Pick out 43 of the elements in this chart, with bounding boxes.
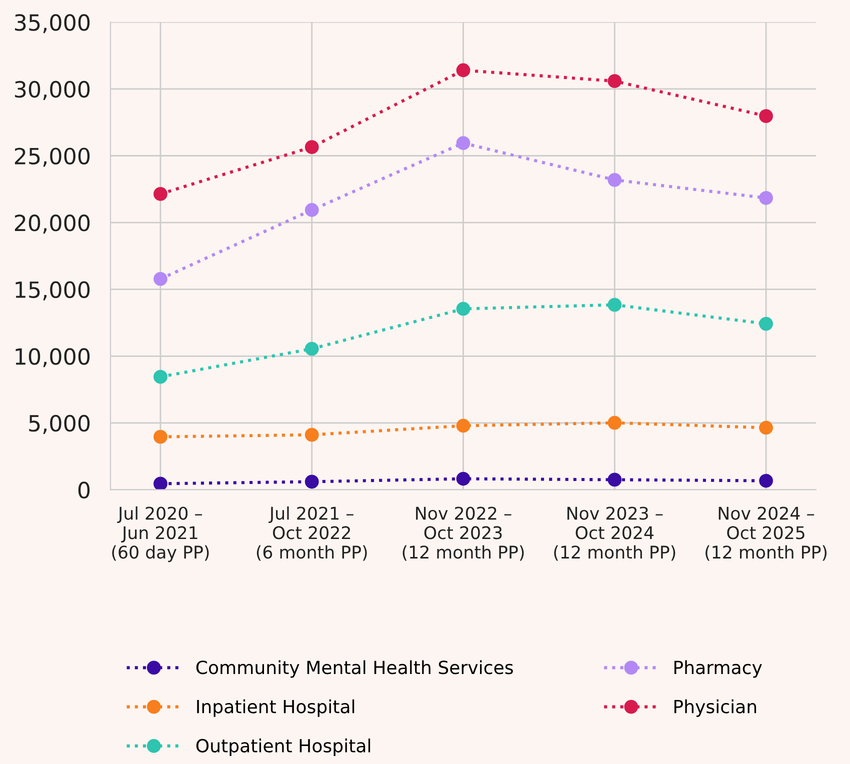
y-tick-label: 15,000 xyxy=(16,281,90,300)
point xyxy=(456,63,470,78)
point xyxy=(759,191,773,205)
x-tick-label: Jul 2021 – Oct 2022 (6 month PP) xyxy=(256,506,367,561)
y-tick-label: 0 xyxy=(78,482,90,498)
point xyxy=(608,172,622,187)
x-tick-label: Nov 2024 – Oct 2025 (12 month PP) xyxy=(706,506,827,561)
y-tick-label: 35,000 xyxy=(14,14,90,34)
point xyxy=(154,430,168,444)
point xyxy=(456,472,470,486)
point xyxy=(304,203,319,217)
point xyxy=(154,272,168,286)
point xyxy=(759,109,773,124)
y-tick-label: 5,000 xyxy=(29,414,90,434)
point xyxy=(608,416,622,430)
point xyxy=(304,140,319,154)
point xyxy=(456,418,470,433)
y-tick-label: 10,000 xyxy=(16,348,90,368)
point xyxy=(304,474,319,489)
y-tick-label: 25,000 xyxy=(14,148,90,167)
point xyxy=(154,187,168,201)
legend-label: Community Mental Health Services xyxy=(196,660,513,678)
point xyxy=(456,136,470,150)
x-tick-label: Jul 2020 – Jun 2021 (60 day PP) xyxy=(112,506,209,562)
point xyxy=(608,298,622,312)
point xyxy=(759,316,773,331)
legend-label: Pharmacy xyxy=(674,660,762,678)
point xyxy=(154,476,168,490)
x-tick-label: Nov 2022 – Oct 2023 (12 month PP) xyxy=(402,506,524,561)
point xyxy=(456,302,470,316)
point xyxy=(759,420,773,435)
legend-label: Physician xyxy=(674,699,756,717)
point xyxy=(608,74,622,88)
point xyxy=(304,428,319,442)
legend-label: Outpatient Hospital xyxy=(196,738,370,756)
point xyxy=(759,474,773,488)
point xyxy=(608,472,622,487)
legend-label: Inpatient Hospital xyxy=(197,699,354,717)
y-tick-label: 30,000 xyxy=(14,80,90,100)
point xyxy=(304,342,319,356)
y-tick-label: 20,000 xyxy=(14,214,90,234)
x-tick-label: Nov 2023 – Oct 2024 (12 month PP) xyxy=(554,506,676,561)
point xyxy=(154,370,168,384)
